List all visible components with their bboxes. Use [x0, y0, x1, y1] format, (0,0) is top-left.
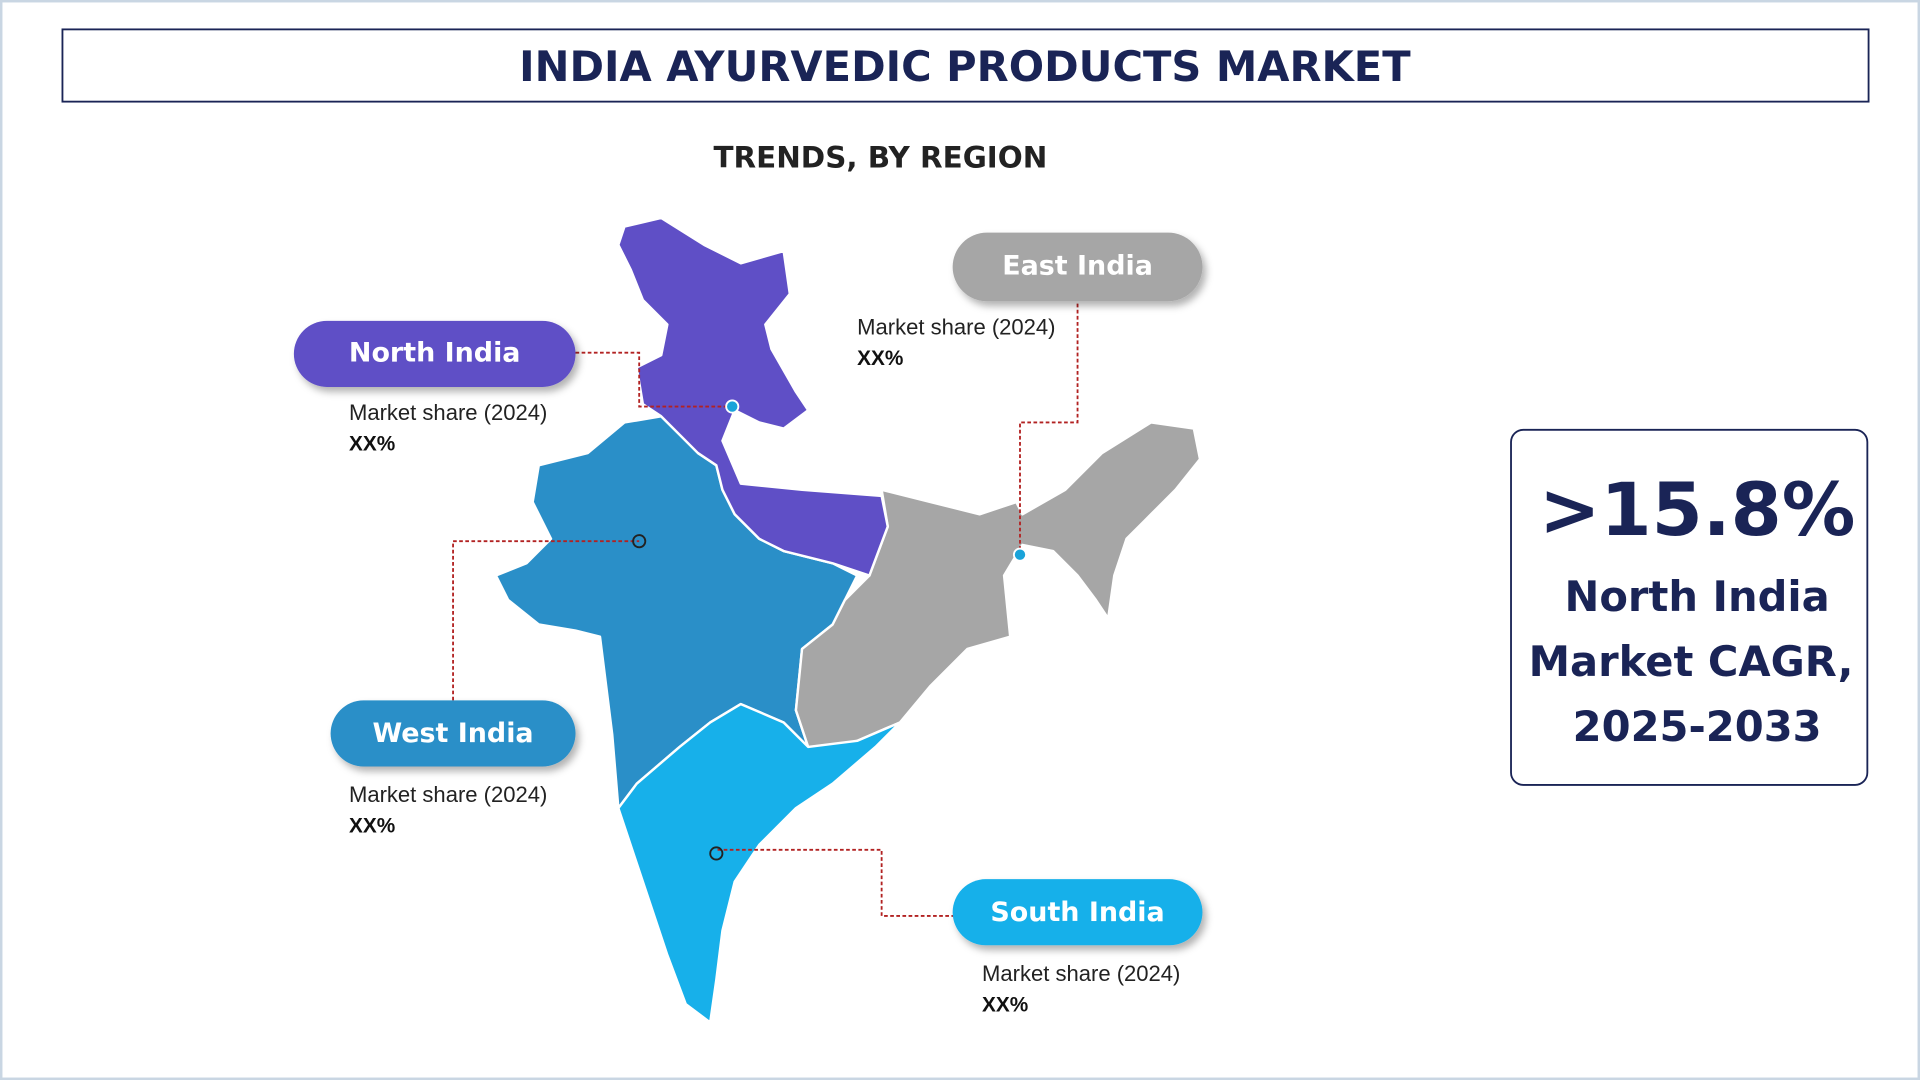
cagr-frame	[1510, 428, 1869, 786]
south-connector	[716, 848, 956, 917]
east-dot	[1012, 547, 1028, 562]
share-value: XX%	[349, 815, 395, 838]
west-dot	[632, 534, 647, 549]
cagr-value: >15.8%	[1539, 468, 1855, 553]
north-callout: North India Market share (2024) XX%	[293, 320, 576, 456]
south-region	[617, 702, 902, 1024]
cagr-box: >15.8% North India Market CAGR, 2025-203…	[1510, 428, 1869, 786]
region-name: West India	[372, 718, 533, 749]
share-label: Market share (2024)	[857, 314, 1055, 339]
subtitle: TRENDS, BY REGION	[714, 141, 1048, 175]
region-pill	[952, 232, 1203, 302]
share-label: Market share (2024)	[349, 782, 547, 807]
india-map	[494, 216, 1202, 1024]
cagr-caption: Market CAGR,	[1529, 637, 1854, 686]
north-dot	[725, 399, 740, 414]
share-label: Market share (2024)	[349, 400, 547, 425]
title: INDIA AYURVEDIC PRODUCTS MARKET	[519, 42, 1411, 91]
west-connector	[452, 540, 640, 701]
cagr-caption: North India	[1565, 572, 1830, 621]
north-region	[617, 216, 889, 577]
share-value: XX%	[857, 347, 903, 370]
west-callout: West India Market share (2024) XX%	[330, 700, 576, 838]
south-callout: South India Market share (2024) XX%	[952, 879, 1203, 1016]
share-value: XX%	[349, 433, 395, 456]
region-pill	[293, 320, 576, 387]
connectors	[452, 303, 1079, 917]
region-pill	[330, 700, 576, 767]
east-region	[794, 421, 1202, 755]
east-callout: East India Market share (2024) XX%	[857, 232, 1203, 370]
region-name: East India	[1002, 250, 1153, 281]
south-dot	[709, 846, 724, 861]
title-box	[61, 28, 1870, 103]
region-name: North India	[349, 337, 521, 368]
region-name: South India	[990, 897, 1164, 928]
east-connector	[1019, 303, 1079, 555]
share-label: Market share (2024)	[982, 961, 1180, 986]
region-pill	[952, 879, 1203, 946]
share-value: XX%	[982, 993, 1028, 1016]
cagr-caption: 2025-2033	[1573, 702, 1822, 751]
